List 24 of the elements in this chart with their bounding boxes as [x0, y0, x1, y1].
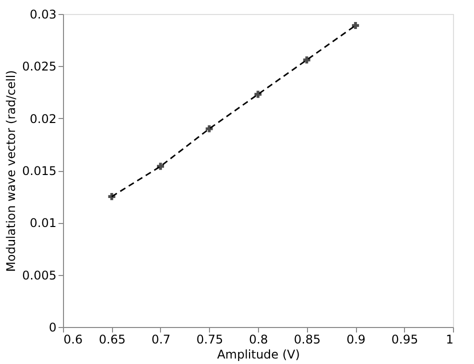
x-tick-label: 0.7: [151, 332, 171, 346]
y-tick-label: 0.025: [22, 60, 56, 74]
y-tick-label: 0.02: [30, 112, 56, 126]
x-tick-label: 0.95: [391, 332, 418, 346]
point: [352, 22, 360, 30]
x-tick-label: 0.75: [196, 332, 224, 346]
x-tick-label: 0.85: [294, 332, 321, 346]
x-tick-label: 0.8: [248, 332, 268, 346]
x-tick-label: 0.65: [98, 332, 126, 346]
y-axis-title: Modulation wave vector (rad/cell): [4, 70, 18, 272]
y-tick-label: 0.015: [22, 164, 56, 178]
y-tick-label: 0.01: [30, 216, 56, 230]
point: [254, 90, 262, 98]
point: [156, 162, 164, 170]
x-tick-label: 0.9: [346, 332, 366, 346]
point: [206, 125, 213, 132]
y-tick-label: 0.005: [22, 268, 56, 282]
point: [303, 56, 310, 64]
point: [108, 193, 116, 200]
x-tick-label: 0.6: [64, 332, 83, 346]
x-axis-title: Amplitude (V): [217, 348, 300, 362]
y-tick-label: 0.03: [30, 8, 56, 22]
y-tick-label: 0: [48, 320, 56, 334]
x-tick-label: 1: [446, 332, 454, 346]
